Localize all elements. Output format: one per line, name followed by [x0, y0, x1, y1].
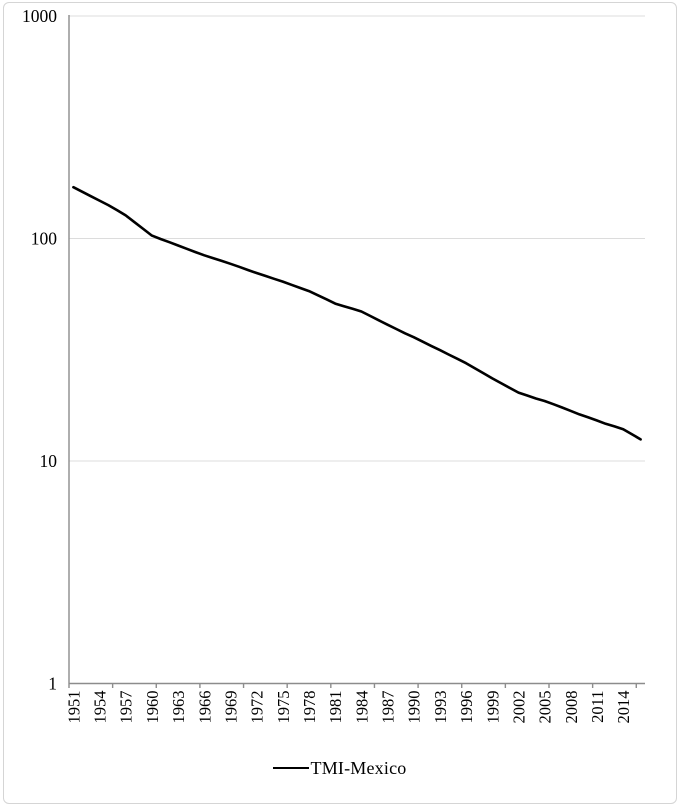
series-line-tmi-mexico	[72, 185, 642, 441]
x-axis-label: 1999	[483, 691, 502, 724]
x-axis-label: 2002	[509, 691, 528, 724]
x-axis-label: 1981	[326, 691, 345, 724]
x-axis-label: 2008	[562, 691, 581, 724]
x-axis-label: 1957	[117, 691, 136, 724]
x-axis-label: 2014	[614, 691, 633, 724]
x-axis-label: 1972	[248, 691, 267, 724]
x-axis-label: 1984	[352, 691, 371, 724]
y-axis-label: 10	[40, 451, 58, 471]
legend: TMI-Mexico	[0, 755, 679, 781]
x-axis-label: 2011	[588, 691, 607, 723]
y-axis-label: 1000	[22, 6, 57, 26]
x-axis-label: 1975	[274, 691, 293, 724]
legend-line-sample-icon	[272, 766, 309, 770]
legend-label: TMI-Mexico	[310, 757, 407, 778]
x-axis-label: 1969	[221, 691, 240, 724]
x-axis-label: 1963	[169, 691, 188, 724]
x-axis-label: 1954	[91, 691, 110, 724]
x-axis-label: 1978	[300, 691, 319, 724]
y-axis-label: 1	[48, 674, 57, 694]
y-axis-label: 100	[31, 229, 58, 249]
x-axis-label: 2005	[536, 691, 555, 724]
x-axis-label: 1966	[195, 691, 214, 724]
x-axis-label: 1993	[431, 691, 450, 724]
x-axis-label: 1951	[64, 691, 83, 724]
x-axis-label: 1990	[405, 691, 424, 724]
x-axis-label: 1996	[457, 691, 476, 724]
x-axis-label: 1987	[379, 691, 398, 724]
x-axis-label: 1960	[143, 691, 162, 724]
